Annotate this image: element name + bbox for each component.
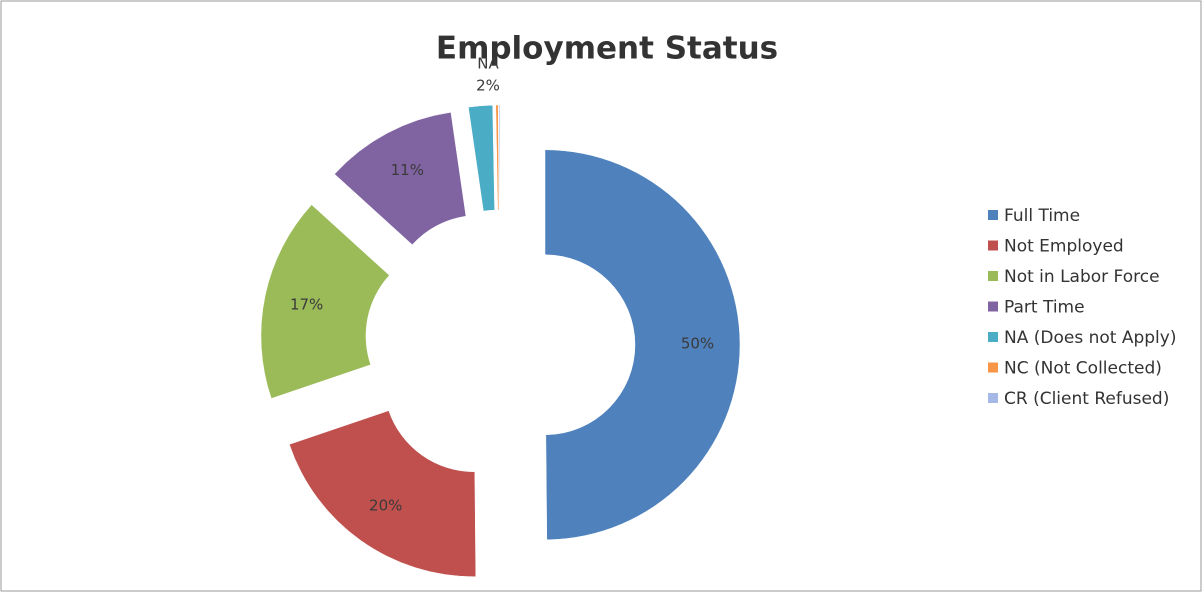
annotation: NA (477, 54, 499, 72)
legend-swatch (988, 240, 998, 251)
legend-label: NA (Does not Apply) (1004, 328, 1176, 348)
legend-label: CR (Client Refused) (1004, 389, 1169, 409)
pie-slice (334, 112, 467, 246)
legend-swatch (988, 362, 998, 373)
legend-swatch (988, 210, 998, 220)
legend-swatch (988, 332, 998, 342)
legend-label: Full Time (1004, 206, 1080, 226)
pie-slice (498, 104, 501, 211)
data-label: 20% (369, 497, 402, 515)
legend-label: Not in Labor Force (1004, 267, 1160, 287)
pie-slice (260, 204, 390, 399)
pie-slice (288, 410, 477, 577)
legend-swatch (988, 393, 998, 403)
pie-slice (468, 104, 495, 212)
pie-slice (544, 149, 741, 541)
legend-swatch (988, 271, 998, 281)
legend-label: NC (Not Collected) (1004, 359, 1162, 379)
data-label: 2% (476, 76, 500, 94)
data-label: 50% (681, 335, 714, 353)
data-label: 17% (290, 295, 323, 313)
legend-label: Part Time (1004, 298, 1085, 318)
legend-label: Not Employed (1004, 237, 1124, 257)
pie-slice (495, 104, 500, 211)
legend-swatch (988, 301, 998, 312)
chart-title: Employment Status (436, 31, 778, 67)
data-label: 11% (391, 161, 424, 179)
